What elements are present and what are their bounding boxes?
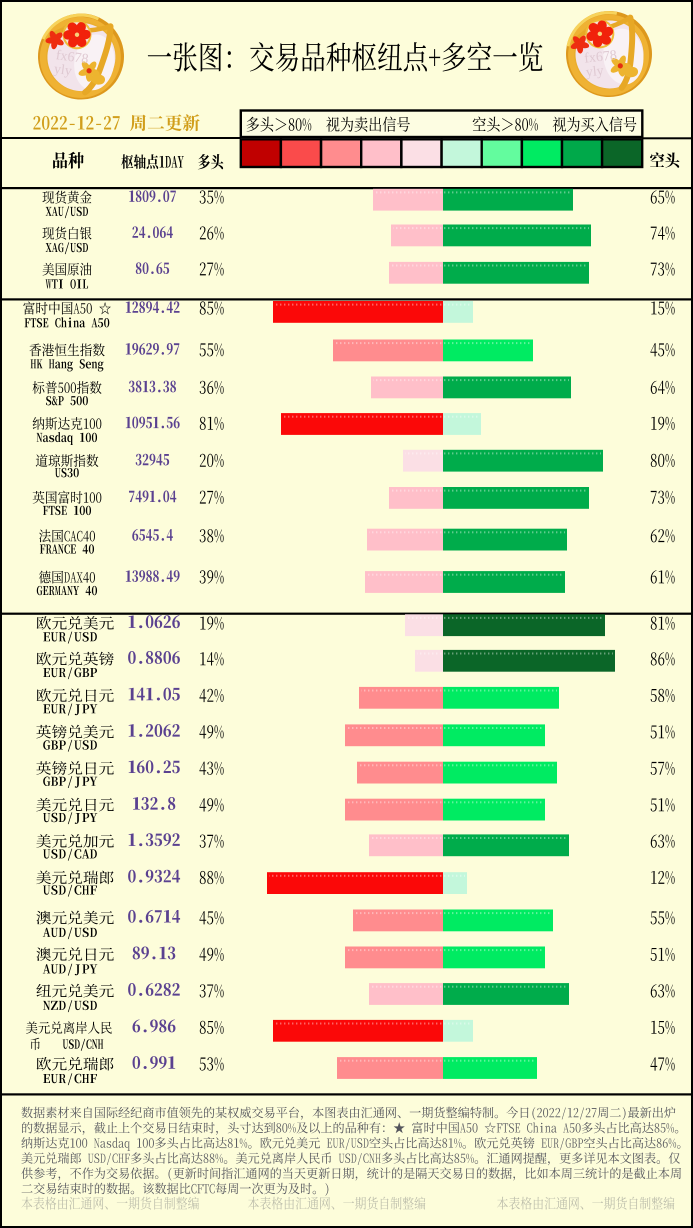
- svg-text:yly: yly: [53, 62, 73, 79]
- svg-text:fx678: fx678: [584, 48, 618, 66]
- svg-text:fx678: fx678: [55, 48, 89, 67]
- svg-text:yly: yly: [585, 64, 604, 81]
